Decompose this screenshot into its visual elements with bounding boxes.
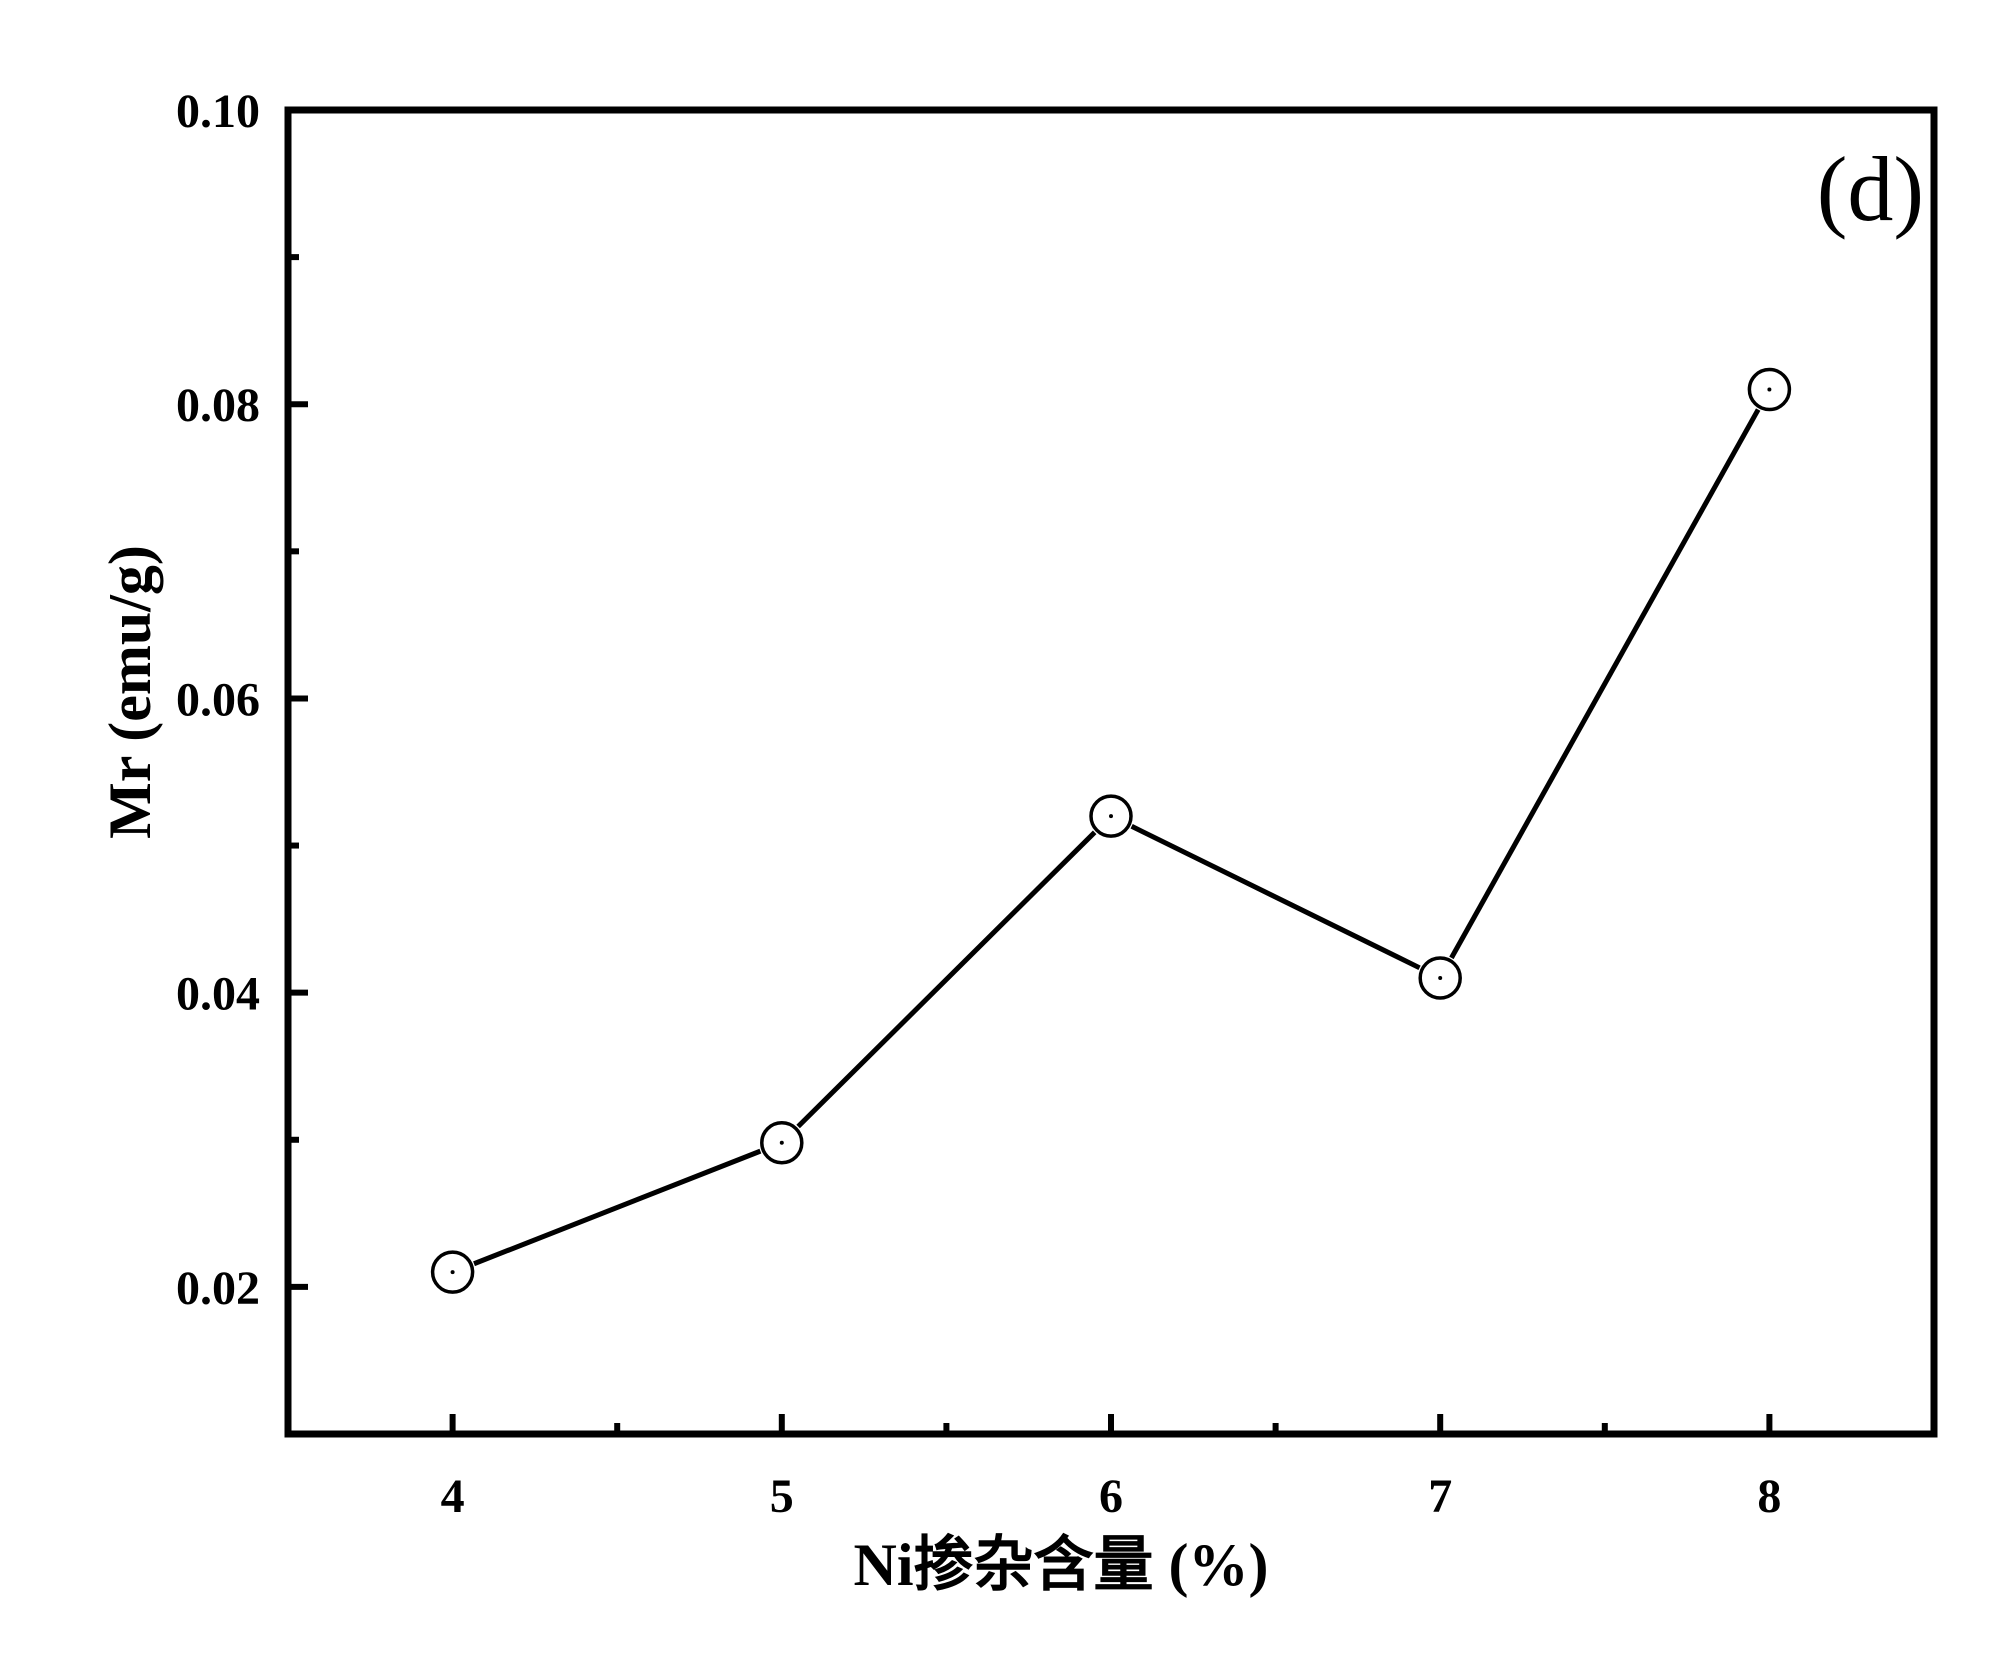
panel-label: (d) xyxy=(1817,138,1924,240)
series-line-segment xyxy=(1449,408,1761,960)
series-line-segment xyxy=(1130,824,1421,971)
x-tick-label: 6 xyxy=(1099,1470,1123,1523)
x-tick-label: 8 xyxy=(1757,1470,1781,1523)
data-series xyxy=(430,367,1792,1294)
y-tick-label: 0.02 xyxy=(176,1262,260,1315)
x-axis-title: Ni掺杂含量 (%) xyxy=(854,1532,1269,1598)
y-axis-title: Mr (emu/g) xyxy=(97,545,163,839)
x-tick-label: 5 xyxy=(770,1470,794,1523)
data-point-center xyxy=(1767,387,1772,392)
x-tick-label: 4 xyxy=(441,1470,465,1523)
series-line-segment xyxy=(473,1148,762,1267)
y-tick-label: 0.08 xyxy=(176,379,260,432)
tick-labels: 4 5 6 7 8 0.02 0.04 0.06 0.08 0.10 xyxy=(176,85,1781,1523)
y-tick-label: 0.04 xyxy=(176,968,260,1021)
data-point-center xyxy=(1438,975,1443,980)
data-point-center xyxy=(450,1270,455,1275)
x-tick-label: 7 xyxy=(1428,1470,1452,1523)
data-point-center xyxy=(779,1140,784,1145)
y-tick-label: 0.10 xyxy=(176,85,260,138)
series-line-segment xyxy=(796,830,1097,1129)
y-tick-label: 0.06 xyxy=(176,673,260,726)
plot-frame xyxy=(284,106,1938,1438)
axis-ticks xyxy=(288,107,1773,1434)
data-point-center xyxy=(1109,814,1113,819)
